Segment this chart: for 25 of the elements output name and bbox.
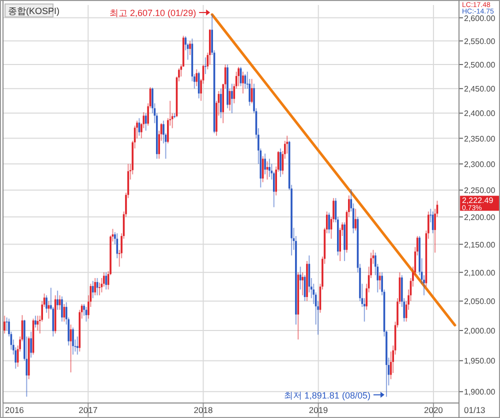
x-tick-label: 2017	[78, 405, 98, 415]
y-tick-label: 2,350.00	[464, 134, 496, 144]
chart-title: 종합(KOSPI)	[8, 6, 60, 16]
annotation: 최고 2,607.10 (01/29)	[110, 8, 196, 18]
y-tick-label: 2,000.00	[464, 326, 496, 336]
x-tick-label: 2020	[424, 405, 444, 415]
y-tick-label: 2,500.00	[464, 60, 496, 70]
y-tick-label: 2,600.00	[464, 14, 496, 23]
y-tick-label: 2,550.00	[464, 36, 496, 46]
x-tick-label: 2018	[194, 405, 213, 415]
y-tick-label: 2,300.00	[464, 160, 496, 169]
x-tick-label: 2016	[5, 405, 24, 415]
y-tick-label: 2,200.00	[464, 212, 496, 222]
annotation: 최저 1,891.81 (08/05)	[284, 390, 370, 400]
text: 2,222.49	[462, 196, 494, 205]
y-tick-label: 2,100.00	[464, 268, 496, 278]
y-tick-label: 1,950.00	[464, 356, 496, 366]
y-tick-label: 2,050.00	[464, 297, 496, 306]
y-tick-label: 2,250.00	[464, 186, 496, 196]
y-tick-label: 2,400.00	[464, 109, 496, 118]
text: 01/13	[464, 405, 486, 415]
y-tick-label: 2,450.00	[464, 84, 496, 94]
y-tick-label: 1,900.00	[464, 388, 496, 397]
x-tick-label: 2019	[308, 405, 328, 415]
y-tick-label: 2,150.00	[464, 240, 496, 250]
